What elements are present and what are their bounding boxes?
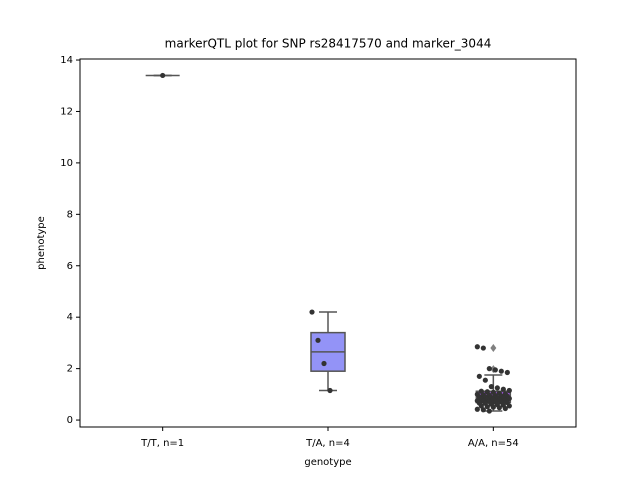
y-tick-label: 0 <box>67 415 73 426</box>
chart-title: markerQTL plot for SNP rs28417570 and ma… <box>165 37 492 51</box>
point <box>480 345 486 351</box>
point <box>498 368 504 374</box>
point <box>506 387 512 394</box>
y-tick-label: 2 <box>67 364 73 375</box>
point <box>315 337 321 343</box>
point <box>321 360 327 367</box>
x-tick-label: T/T, n=1 <box>140 438 184 449</box>
y-tick-label: 14 <box>60 55 73 66</box>
point <box>474 406 480 412</box>
point <box>492 367 498 373</box>
y-axis-label: phenotype <box>36 216 47 270</box>
y-tick-label: 12 <box>60 106 73 117</box>
point <box>480 407 486 413</box>
point <box>486 366 492 372</box>
point <box>484 404 490 410</box>
y-tick-label: 6 <box>67 261 73 272</box>
point <box>500 386 506 392</box>
y-tick-label: 8 <box>67 209 73 220</box>
point <box>496 405 502 411</box>
point <box>502 405 508 412</box>
point <box>506 395 512 402</box>
y-tick-label: 10 <box>60 158 73 169</box>
x-axis-label: genotype <box>304 457 351 468</box>
point <box>506 403 512 409</box>
point <box>486 408 492 414</box>
flier <box>490 344 497 353</box>
point <box>160 72 166 79</box>
point <box>478 403 484 409</box>
x-tick-label: T/A, n=4 <box>305 438 350 449</box>
point <box>476 373 482 379</box>
point <box>474 344 480 350</box>
x-tick-label: A/A, n=54 <box>468 438 519 449</box>
point <box>482 377 488 383</box>
point <box>494 385 500 391</box>
point <box>488 384 494 390</box>
plot-frame <box>79 58 577 428</box>
point <box>504 369 510 376</box>
point <box>490 404 496 410</box>
point <box>327 387 333 394</box>
y-tick-label: 4 <box>67 312 73 323</box>
point <box>309 309 315 315</box>
